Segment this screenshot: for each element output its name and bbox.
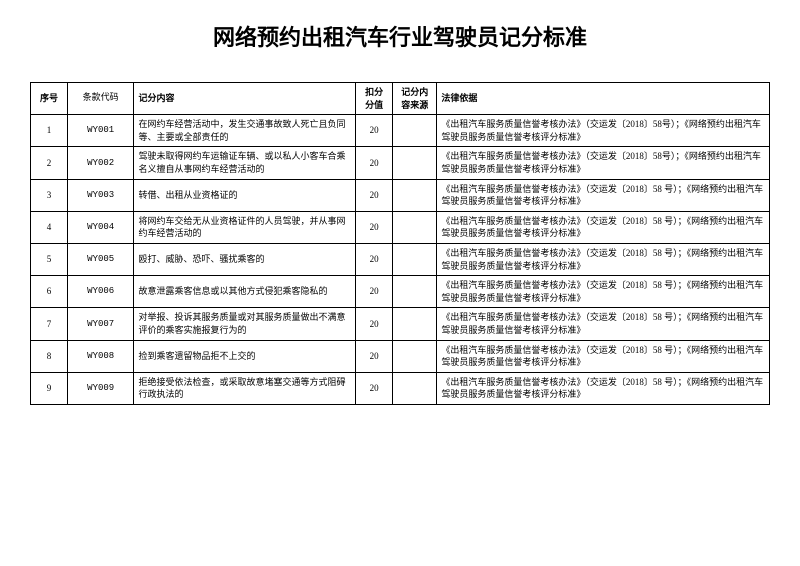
cell-score: 20 <box>356 179 393 211</box>
cell-law: 《出租汽车服务质量信誉考核办法》（交运发〔2018〕58 号）；《网络预约出租汽… <box>437 308 770 340</box>
table-row: 8WY008捡到乘客遗留物品拒不上交的20 《出租汽车服务质量信誉考核办法》（交运… <box>31 340 770 372</box>
cell-source <box>393 211 437 243</box>
cell-source <box>393 276 437 308</box>
cell-seq: 4 <box>31 211 68 243</box>
cell-desc: 故意泄露乘客信息或以其他方式侵犯乘客隐私的 <box>134 276 356 308</box>
header-seq: 序号 <box>31 83 68 115</box>
cell-score: 20 <box>356 243 393 275</box>
table-row: 1WY001在网约车经营活动中，发生交通事故致人死亡且负同等、主要或全部责任的2… <box>31 115 770 147</box>
cell-seq: 6 <box>31 276 68 308</box>
table-row: 6WY006故意泄露乘客信息或以其他方式侵犯乘客隐私的20 《出租汽车服务质量信誉… <box>31 276 770 308</box>
cell-seq: 8 <box>31 340 68 372</box>
cell-seq: 1 <box>31 115 68 147</box>
cell-source <box>393 115 437 147</box>
cell-seq: 3 <box>31 179 68 211</box>
table-row: 2WY002驾驶未取得网约车运输证车辆、或以私人小客车合乘名义擅自从事网约车经营… <box>31 147 770 179</box>
cell-desc: 将网约车交给无从业资格证件的人员驾驶，并从事网约车经营活动的 <box>134 211 356 243</box>
cell-code: WY007 <box>67 308 134 340</box>
cell-desc: 驾驶未取得网约车运输证车辆、或以私人小客车合乘名义擅自从事网约车经营活动的 <box>134 147 356 179</box>
header-desc: 记分内容 <box>134 83 356 115</box>
cell-seq: 7 <box>31 308 68 340</box>
cell-desc: 在网约车经营活动中，发生交通事故致人死亡且负同等、主要或全部责任的 <box>134 115 356 147</box>
cell-law: 《出租汽车服务质量信誉考核办法》（交运发〔2018〕58 号）；《网络预约出租汽… <box>437 276 770 308</box>
cell-code: WY003 <box>67 179 134 211</box>
cell-desc: 对举报、投诉其服务质量或对其服务质量做出不满意评价的乘客实施报复行为的 <box>134 308 356 340</box>
cell-code: WY005 <box>67 243 134 275</box>
table-row: 3WY003转借、出租从业资格证的20 《出租汽车服务质量信誉考核办法》（交运发〔… <box>31 179 770 211</box>
cell-source <box>393 147 437 179</box>
cell-source <box>393 243 437 275</box>
cell-desc: 捡到乘客遗留物品拒不上交的 <box>134 340 356 372</box>
cell-score: 20 <box>356 308 393 340</box>
cell-score: 20 <box>356 340 393 372</box>
cell-score: 20 <box>356 276 393 308</box>
table-row: 7WY007对举报、投诉其服务质量或对其服务质量做出不满意评价的乘客实施报复行为… <box>31 308 770 340</box>
table-row: 5WY005殴打、威胁、恐吓、骚扰乘客的20 《出租汽车服务质量信誉考核办法》（交… <box>31 243 770 275</box>
cell-source <box>393 372 437 404</box>
cell-score: 20 <box>356 211 393 243</box>
cell-law: 《出租汽车服务质量信誉考核办法》（交运发〔2018〕58 号）；《网络预约出租汽… <box>437 243 770 275</box>
cell-code: WY001 <box>67 115 134 147</box>
cell-code: WY006 <box>67 276 134 308</box>
document-title: 网络预约出租汽车行业驾驶员记分标准 <box>30 20 770 52</box>
cell-code: WY009 <box>67 372 134 404</box>
table-row: 9WY009拒绝接受依法检查，或采取故意堵塞交通等方式阻碍行政执法的20 《出租汽… <box>31 372 770 404</box>
cell-seq: 2 <box>31 147 68 179</box>
cell-code: WY002 <box>67 147 134 179</box>
cell-seq: 5 <box>31 243 68 275</box>
header-law: 法律依据 <box>437 83 770 115</box>
cell-desc: 转借、出租从业资格证的 <box>134 179 356 211</box>
cell-law: 《出租汽车服务质量信誉考核办法》（交运发〔2018〕58号）；《网络预约出租汽车… <box>437 147 770 179</box>
cell-desc: 殴打、威胁、恐吓、骚扰乘客的 <box>134 243 356 275</box>
cell-code: WY004 <box>67 211 134 243</box>
header-score: 扣分 分值 <box>356 83 393 115</box>
cell-seq: 9 <box>31 372 68 404</box>
cell-law: 《出租汽车服务质量信誉考核办法》（交运发〔2018〕58号）；《网络预约出租汽车… <box>437 115 770 147</box>
header-code: 条款代码 <box>67 83 134 115</box>
cell-law: 《出租汽车服务质量信誉考核办法》（交运发〔2018〕58 号）；《网络预约出租汽… <box>437 211 770 243</box>
cell-score: 20 <box>356 372 393 404</box>
cell-source <box>393 308 437 340</box>
cell-law: 《出租汽车服务质量信誉考核办法》（交运发〔2018〕58 号）；《网络预约出租汽… <box>437 340 770 372</box>
cell-desc: 拒绝接受依法检查，或采取故意堵塞交通等方式阻碍行政执法的 <box>134 372 356 404</box>
cell-score: 20 <box>356 115 393 147</box>
cell-score: 20 <box>356 147 393 179</box>
cell-code: WY008 <box>67 340 134 372</box>
cell-law: 《出租汽车服务质量信誉考核办法》（交运发〔2018〕58 号）；《网络预约出租汽… <box>437 179 770 211</box>
table-header-row: 序号 条款代码 记分内容 扣分 分值 记分内 容来源 法律依据 <box>31 83 770 115</box>
header-source: 记分内 容来源 <box>393 83 437 115</box>
cell-law: 《出租汽车服务质量信誉考核办法》（交运发〔2018〕58 号）；《网络预约出租汽… <box>437 372 770 404</box>
cell-source <box>393 179 437 211</box>
cell-source <box>393 340 437 372</box>
table-row: 4WY004将网约车交给无从业资格证件的人员驾驶，并从事网约车经营活动的20 《出… <box>31 211 770 243</box>
score-table: 序号 条款代码 记分内容 扣分 分值 记分内 容来源 法律依据 1WY001在网… <box>30 82 770 405</box>
